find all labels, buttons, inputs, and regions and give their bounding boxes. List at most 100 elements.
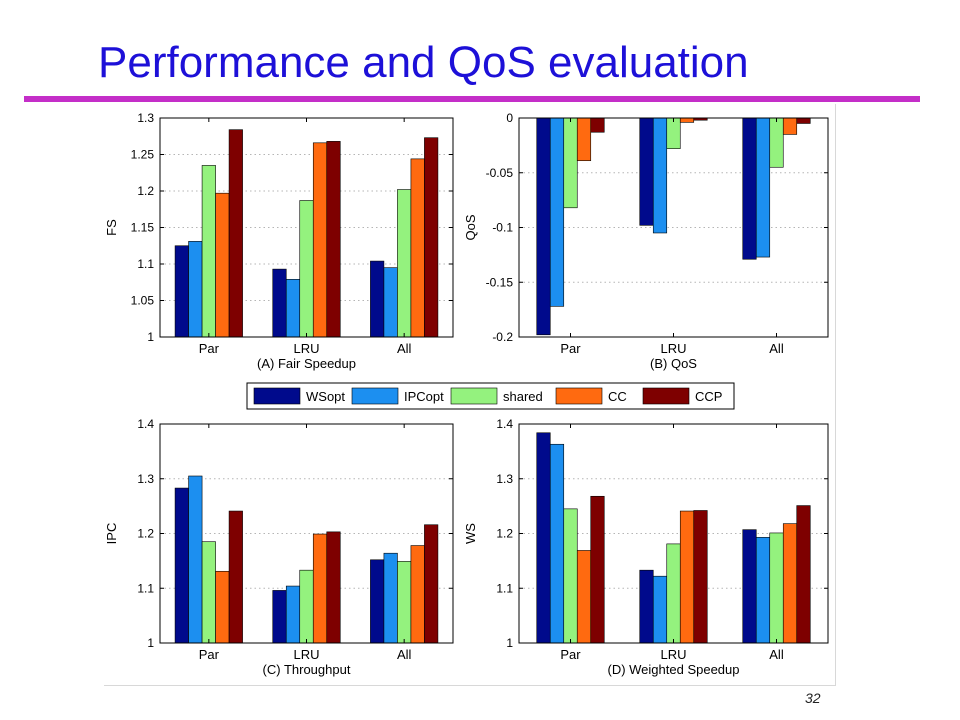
bar-shared-all xyxy=(769,532,784,644)
bar-ccp-par xyxy=(228,129,243,338)
bar-wsopt-lru xyxy=(272,268,287,338)
axes-frame xyxy=(518,423,829,644)
legend: WSopt IPCopt shared CC CCP xyxy=(246,382,735,410)
bar-ipcopt-par xyxy=(549,443,565,644)
y-tick-label: 1.3 xyxy=(496,472,513,486)
slide-title: Performance and QoS evaluation xyxy=(98,38,749,87)
bar-shared-lru xyxy=(299,200,314,338)
bar-ccp-lru xyxy=(693,510,708,644)
bar-ipcopt-all xyxy=(383,267,398,338)
bar-wsopt-all xyxy=(370,559,385,644)
bar-wsopt-all xyxy=(742,117,757,260)
bar-shared-all xyxy=(397,561,412,644)
page-number: 32 xyxy=(805,690,821,706)
axes-frame xyxy=(518,117,829,338)
y-tick-label: 1 xyxy=(147,636,154,650)
y-tick-label: -0.2 xyxy=(492,330,513,344)
y-tick-label: 0 xyxy=(506,111,513,125)
bar-ccp-par xyxy=(228,510,243,644)
y-tick-label: 1 xyxy=(147,330,154,344)
bar-shared-lru xyxy=(666,543,681,644)
bar-wsopt-all xyxy=(370,260,385,338)
y-tick-label: 1.2 xyxy=(496,527,513,541)
chart-caption: (D) Weighted Speedup xyxy=(607,662,739,677)
figure-svg: 1 1.05 1.1 1.15 1.2 1.25 1.3 Par LRU All FS (A) Fai… xyxy=(104,111,829,677)
bar-ipcopt-all xyxy=(755,537,771,644)
bar-cc-lru xyxy=(679,117,695,123)
figure-panel: 1 1.05 1.1 1.15 1.2 1.25 1.3 Par LRU All FS (A) Fai… xyxy=(104,104,836,686)
chart-caption: (C) Throughput xyxy=(263,662,351,677)
x-tick-label: Par xyxy=(199,341,220,356)
bar-shared-all xyxy=(769,117,784,168)
bar-ccp-lru xyxy=(326,141,341,338)
bar-cc-par xyxy=(215,192,230,338)
x-tick-label: LRU xyxy=(660,341,686,356)
y-tick-label: 1.15 xyxy=(131,221,155,235)
bar-ccp-all xyxy=(796,117,811,124)
bar-ipcopt-par xyxy=(549,117,565,307)
title-underline xyxy=(24,96,920,102)
y-tick-label: 1.1 xyxy=(496,581,513,595)
bar-wsopt-lru xyxy=(639,569,654,644)
y-tick-label: -0.05 xyxy=(486,166,514,180)
bar-ipcopt-lru xyxy=(285,585,301,644)
bar-ipcopt-all xyxy=(383,552,398,644)
bar-shared-par xyxy=(563,117,578,209)
bar-shared-par xyxy=(201,165,216,338)
bar-shared-all xyxy=(397,189,412,338)
legend-swatch-ccp xyxy=(642,387,690,405)
chart-b: -0.2 -0.15 -0.1 -0.05 0 Par LRU All QoS (B) QoS xyxy=(463,111,829,371)
axes-frame xyxy=(159,423,454,644)
y-tick-label: 1.4 xyxy=(496,417,513,431)
y-tick-label: 1.4 xyxy=(137,417,154,431)
y-tick-label: 1.3 xyxy=(137,472,154,486)
bar-ipcopt-all xyxy=(755,117,771,258)
y-tick-label: 1.1 xyxy=(137,257,154,271)
bar-shared-par xyxy=(563,508,578,644)
bar-cc-all xyxy=(782,117,798,135)
bar-cc-all xyxy=(410,158,425,338)
legend-label-ccp: CCP xyxy=(695,389,722,404)
bar-cc-all xyxy=(782,523,798,644)
y-tick-label: 1.2 xyxy=(137,184,154,198)
axes-frame xyxy=(159,117,454,338)
chart-caption: (A) Fair Speedup xyxy=(257,356,356,371)
bar-shared-lru xyxy=(666,117,681,149)
bar-cc-lru xyxy=(679,510,695,644)
x-tick-label: All xyxy=(397,647,412,662)
bar-ipcopt-par xyxy=(188,241,203,338)
x-tick-label: All xyxy=(769,647,784,662)
bar-cc-all xyxy=(410,545,425,644)
bar-wsopt-par xyxy=(536,117,551,336)
bar-wsopt-par xyxy=(536,432,551,644)
y-tick-label: 1.05 xyxy=(131,294,155,308)
x-tick-label: LRU xyxy=(660,647,686,662)
bar-cc-par xyxy=(215,570,230,644)
x-tick-label: All xyxy=(397,341,412,356)
legend-label-ipcopt: IPCopt xyxy=(404,389,444,404)
bar-cc-par xyxy=(576,117,592,162)
y-tick-label: 1.3 xyxy=(137,111,154,125)
chart-d: 1 1.1 1.2 1.3 1.4 Par LRU All WS (D) Weighted Spe… xyxy=(463,417,829,677)
bar-wsopt-par xyxy=(174,487,189,644)
y-tick-label: 1 xyxy=(506,636,513,650)
y-tick-label: 1.1 xyxy=(137,581,154,595)
bar-ccp-lru xyxy=(326,531,341,644)
legend-label-shared: shared xyxy=(503,389,543,404)
bar-cc-lru xyxy=(312,142,328,338)
chart-a: 1 1.05 1.1 1.15 1.2 1.25 1.3 Par LRU All FS (A) Fai… xyxy=(104,111,454,371)
bar-ipcopt-par xyxy=(188,475,203,644)
bar-ipcopt-lru xyxy=(652,117,668,234)
bar-shared-par xyxy=(201,541,216,644)
bar-wsopt-lru xyxy=(272,590,287,644)
y-axis-label: QoS xyxy=(463,214,478,240)
legend-swatch-ipcopt xyxy=(351,387,399,405)
bar-shared-lru xyxy=(299,569,314,644)
legend-label-wsopt: WSopt xyxy=(306,389,345,404)
bar-ccp-par xyxy=(590,117,605,133)
bar-ccp-all xyxy=(424,137,439,338)
bar-ipcopt-lru xyxy=(652,575,668,644)
legend-label-cc: CC xyxy=(608,389,627,404)
chart-c: 1 1.1 1.2 1.3 1.4 Par LRU All IPC (C) Throughput xyxy=(104,417,454,677)
legend-swatch-wsopt xyxy=(253,387,301,405)
